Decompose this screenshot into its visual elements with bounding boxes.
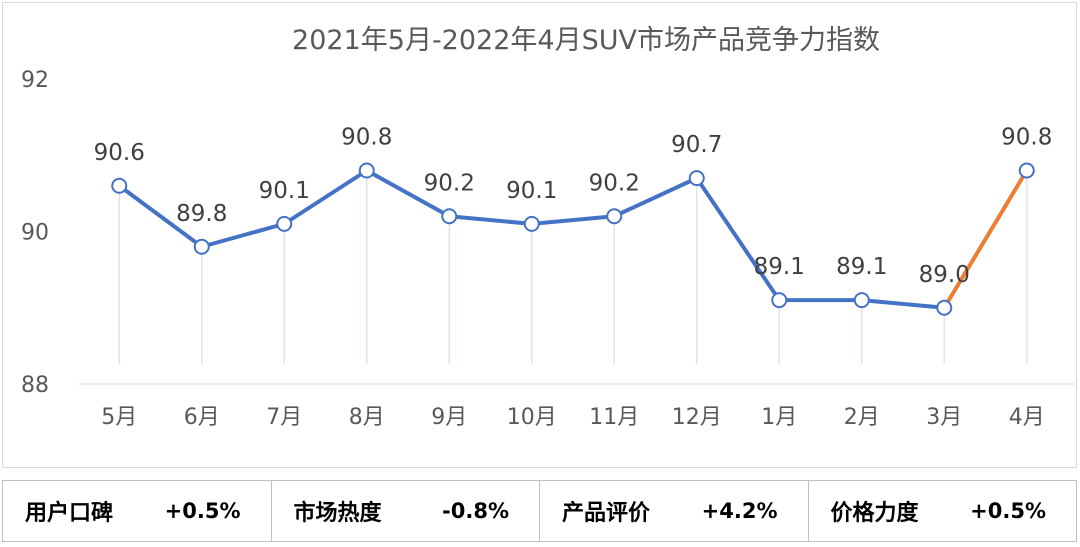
data-point <box>1018 162 1035 179</box>
data-point <box>111 177 128 194</box>
x-tick-label: 2月 <box>844 405 880 430</box>
data-points <box>111 162 1035 316</box>
x-tick-label: 12月 <box>672 405 722 430</box>
series-lines <box>117 168 1029 310</box>
data-label: 90.7 <box>671 132 722 158</box>
data-point <box>606 208 623 225</box>
metric-value: +4.2% <box>701 499 778 523</box>
x-tick-label: 6月 <box>184 405 220 430</box>
data-label: 89.1 <box>836 254 887 280</box>
data-label: 90.2 <box>589 170 640 196</box>
x-tick-label: 9月 <box>431 405 467 430</box>
x-tick-label: 1月 <box>761 405 797 430</box>
metrics-bar: 用户口碑 +0.5% 市场热度 -0.8% 产品评价 +4.2% 价格力度 +0… <box>2 480 1077 542</box>
metric-value: -0.8% <box>442 499 509 523</box>
x-axis-ticks: 5月 6月 7月 8月 9月 10月 11月 12月 1月 2月 3月 4月 <box>101 405 1045 430</box>
highlight-segment <box>942 168 1029 310</box>
y-axis-ticks: 88 90 92 <box>21 68 49 398</box>
x-tick-label: 3月 <box>926 405 962 430</box>
x-tick-label: 5月 <box>101 405 137 430</box>
data-point <box>276 215 293 232</box>
x-tick-label: 8月 <box>349 405 385 430</box>
metric-user-reputation: 用户口碑 +0.5% <box>3 481 272 541</box>
metric-label: 用户口碑 <box>25 501 114 526</box>
data-point <box>853 292 870 309</box>
data-labels: 90.6 89.8 90.1 90.8 90.2 90.1 90.2 90.7 89.1 89.1… <box>94 125 1053 288</box>
metric-value: +0.5% <box>164 499 241 523</box>
x-tick-label: 4月 <box>1009 405 1045 430</box>
chart-title: 2021年5月-2022年4月SUV市场产品竞争力指数 <box>292 25 880 56</box>
data-label: 90.8 <box>1001 125 1052 151</box>
data-point <box>523 215 540 232</box>
data-label: 90.6 <box>94 140 145 166</box>
data-point <box>936 299 953 316</box>
y-tick-label: 88 <box>21 373 49 398</box>
y-tick-label: 90 <box>21 221 49 246</box>
data-point <box>358 162 375 179</box>
drop-lines <box>118 170 1028 364</box>
metric-value: +0.5% <box>970 499 1046 523</box>
x-tick-label: 11月 <box>589 405 639 430</box>
metric-label: 价格力度 <box>830 501 919 526</box>
data-label: 89.8 <box>176 201 227 227</box>
data-label: 90.2 <box>424 170 475 196</box>
data-point <box>193 238 210 255</box>
x-tick-label: 7月 <box>266 405 302 430</box>
metric-product-rating: 产品评价 +4.2% <box>540 481 809 541</box>
data-label: 89.0 <box>919 262 970 288</box>
data-label: 89.1 <box>754 254 805 280</box>
data-point <box>441 208 458 225</box>
chart-container: 2021年5月-2022年4月SUV市场产品竞争力指数 88 90 92 90.6 8… <box>2 2 1077 468</box>
data-point <box>688 170 705 187</box>
metric-price-strength: 价格力度 +0.5% <box>809 481 1077 541</box>
metric-label: 产品评价 <box>562 501 651 526</box>
metric-label: 市场热度 <box>293 501 382 526</box>
line-chart: 2021年5月-2022年4月SUV市场产品竞争力指数 88 90 92 90.6 8… <box>21 25 1075 430</box>
data-point <box>771 292 788 309</box>
data-label: 90.1 <box>259 178 310 204</box>
data-label: 90.1 <box>506 178 557 204</box>
data-label: 90.8 <box>341 125 392 151</box>
x-tick-label: 10月 <box>507 405 557 430</box>
metric-market-heat: 市场热度 -0.8% <box>272 481 540 541</box>
y-tick-label: 92 <box>21 68 49 93</box>
